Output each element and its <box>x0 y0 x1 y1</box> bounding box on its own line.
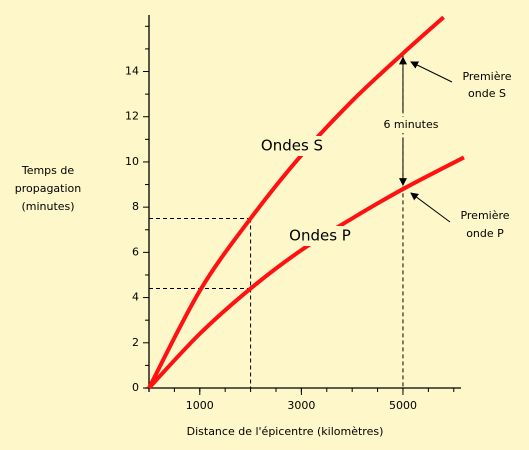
series-label: Ondes P <box>289 227 351 245</box>
x-tick-label: 3000 <box>287 399 315 412</box>
y-tick-label: 2 <box>132 336 139 349</box>
annotation: onde S <box>468 87 506 100</box>
x-tick-label: 1000 <box>186 399 214 412</box>
annotation: 6 minutes <box>383 118 438 131</box>
arrow <box>410 192 451 223</box>
label-bg <box>250 136 334 156</box>
y-label-line: propagation <box>15 182 82 195</box>
y-tick-label: 10 <box>125 155 139 168</box>
y-tick-label: 0 <box>132 381 139 394</box>
y-tick-label: 14 <box>125 65 139 78</box>
label-bg <box>276 226 364 246</box>
label-bg <box>372 117 448 133</box>
y-tick-label: 8 <box>132 200 139 213</box>
y-label-line: (minutes) <box>21 200 74 213</box>
y-label-line: Temps de <box>21 164 75 177</box>
annotation: Première <box>460 209 509 222</box>
y-tick-label: 12 <box>125 110 139 123</box>
x-tick-label: 5000 <box>389 399 417 412</box>
y-tick-label: 6 <box>132 245 139 258</box>
series-label: Ondes S <box>261 137 323 155</box>
x-axis-label: Distance de l'épicentre (kilomètres) <box>187 425 384 438</box>
curve <box>147 155 465 390</box>
annotation: onde P <box>466 227 504 240</box>
y-axis-label: Temps de propagation (minutes) <box>15 164 82 213</box>
y-tick-label: 4 <box>132 291 139 304</box>
annotation: Première <box>462 70 511 83</box>
curve <box>147 15 445 389</box>
arrow <box>410 61 453 83</box>
